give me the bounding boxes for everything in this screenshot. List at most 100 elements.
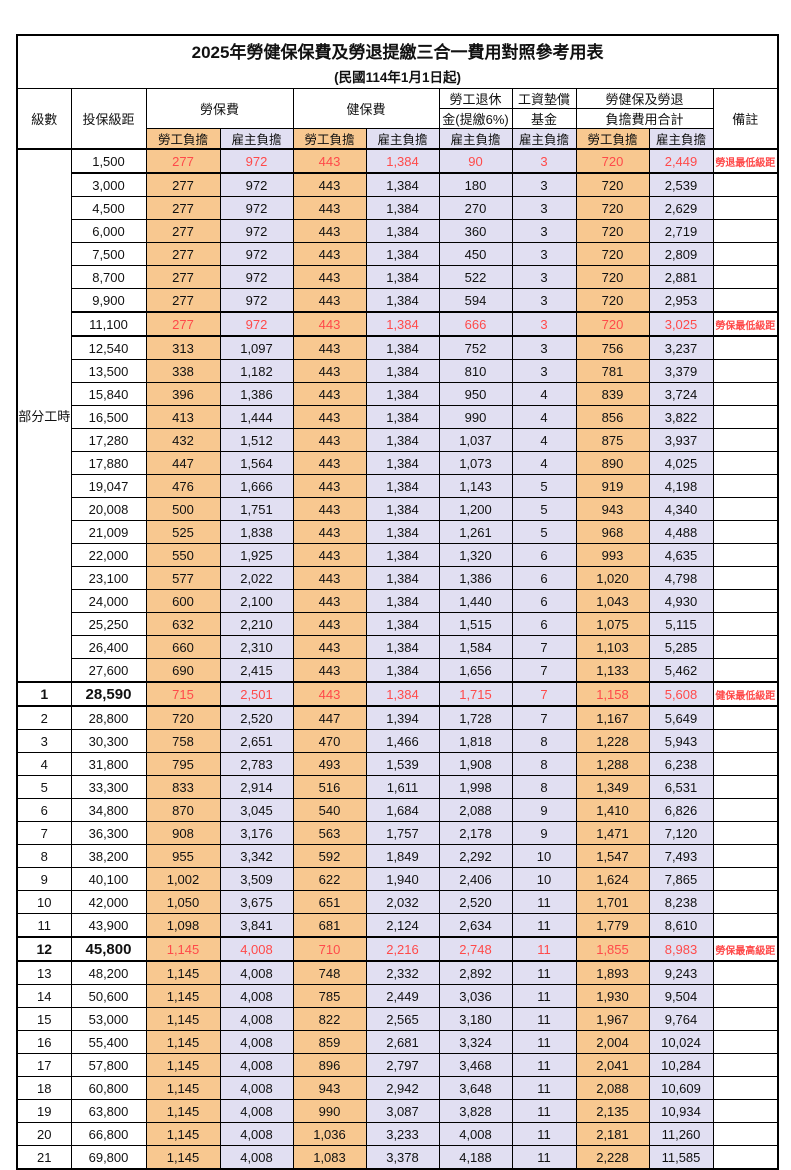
value-cell: 3,025: [648, 311, 714, 337]
value-cell: 720: [575, 172, 650, 197]
value-cell: 3,724: [648, 382, 714, 406]
value-cell: 443: [292, 196, 367, 220]
table-row: 19,047 476 1,666 443 1,384 1,143 5 919 4,198: [17, 474, 779, 498]
note-cell: [712, 335, 779, 360]
note-cell: [712, 729, 779, 753]
value-cell: 972: [219, 265, 294, 289]
value-cell: 660: [145, 635, 221, 659]
value-cell: 4,008: [219, 1122, 294, 1146]
value-cell: 10: [511, 867, 577, 891]
bracket-cell: 27,600: [70, 658, 147, 683]
value-cell: 1,564: [219, 451, 294, 475]
note-cell: [712, 705, 779, 730]
value-cell: 2,942: [365, 1076, 440, 1100]
table-row: 19 63,800 1,145 4,008 990 3,087 3,828 11 2,135 10…: [16, 1099, 779, 1123]
table-row: 14 50,600 1,145 4,008 785 2,449 3,036 11 1,930 9,…: [16, 984, 779, 1008]
value-cell: 516: [292, 775, 367, 799]
level-cell: 14: [16, 984, 72, 1008]
value-cell: 1,940: [365, 867, 440, 891]
value-cell: 4: [511, 382, 577, 406]
subheader-labor-employer: 雇主負擔: [219, 128, 294, 150]
value-cell: 1,050: [145, 890, 221, 914]
value-cell: 2,629: [648, 196, 714, 220]
value-cell: 443: [292, 520, 367, 544]
value-cell: 2,181: [575, 1122, 650, 1146]
value-cell: 10,284: [648, 1053, 714, 1077]
bracket-cell: 55,400: [70, 1030, 147, 1054]
table-row: 15 53,000 1,145 4,008 822 2,565 3,180 11 1,967 9,…: [16, 1007, 779, 1031]
value-cell: 3,045: [219, 798, 294, 822]
note-cell: [712, 913, 779, 938]
value-cell: 1,384: [365, 172, 440, 197]
level-cell: 20: [16, 1122, 72, 1146]
value-cell: 2,651: [219, 729, 294, 753]
value-cell: 10: [511, 844, 577, 868]
level-cell: 3: [16, 729, 72, 753]
value-cell: 1,384: [365, 196, 440, 220]
table-row: 16 55,400 1,145 4,008 859 2,681 3,324 11 2,004 10…: [16, 1030, 779, 1054]
value-cell: 443: [292, 658, 367, 683]
col-header-total-line1: 勞健保及勞退: [575, 88, 714, 109]
value-cell: 1,779: [575, 913, 650, 938]
value-cell: 943: [292, 1076, 367, 1100]
bracket-cell: 21,009: [70, 520, 147, 544]
col-header-wage-fund-line2: 基金: [511, 108, 577, 129]
value-cell: 443: [292, 242, 367, 266]
value-cell: 5: [511, 520, 577, 544]
level-cell: 11: [16, 913, 72, 938]
note-cell: [712, 635, 779, 659]
level-cell: 4: [16, 752, 72, 776]
table-row: 部分工時 1,500 277 972 443 1,384 90 3 720 2,449 勞退最低級距: [16, 148, 779, 683]
value-cell: 8,238: [648, 890, 714, 914]
value-cell: 3,509: [219, 867, 294, 891]
table-row: 23,100 577 2,022 443 1,384 1,386 6 1,020 4,798: [17, 566, 779, 590]
header-row-3: 勞工負擔 雇主負擔 勞工負擔 雇主負擔 雇主負擔 雇主負擔 勞工負擔 雇主負擔: [17, 128, 778, 150]
value-cell: 5,285: [648, 635, 714, 659]
note-cell: [712, 1007, 779, 1031]
value-cell: 277: [145, 196, 221, 220]
value-cell: 1,083: [292, 1145, 367, 1170]
value-cell: 1,624: [575, 867, 650, 891]
value-cell: 993: [575, 543, 650, 567]
value-cell: 9,764: [648, 1007, 714, 1031]
value-cell: 4,008: [219, 1099, 294, 1123]
value-cell: 1,384: [365, 311, 440, 337]
value-cell: 11: [511, 984, 577, 1008]
value-cell: 1,036: [292, 1122, 367, 1146]
bracket-cell: 28,800: [70, 705, 147, 730]
bracket-cell: 34,800: [70, 798, 147, 822]
table-row: 12 45,800 1,145 4,008 710 2,216 2,748 11 1,855 8,…: [16, 936, 779, 962]
value-cell: 11: [511, 960, 577, 985]
value-cell: 10,934: [648, 1099, 714, 1123]
value-cell: 3,648: [438, 1076, 513, 1100]
value-cell: 4,198: [648, 474, 714, 498]
value-cell: 1,394: [365, 705, 440, 730]
level-cell: 2: [16, 705, 72, 730]
note-cell: [712, 219, 779, 243]
value-cell: 338: [145, 359, 221, 383]
value-cell: 2,178: [438, 821, 513, 845]
value-cell: 1,701: [575, 890, 650, 914]
value-cell: 1,386: [438, 566, 513, 590]
value-cell: 1,145: [145, 1145, 221, 1170]
value-cell: 1,384: [365, 288, 440, 313]
value-cell: 710: [292, 936, 367, 962]
value-cell: 443: [292, 359, 367, 383]
bracket-cell: 63,800: [70, 1099, 147, 1123]
level-cell: 8: [16, 844, 72, 868]
value-cell: 1,384: [365, 681, 440, 707]
value-cell: 11: [511, 1122, 577, 1146]
value-cell: 11: [511, 1145, 577, 1170]
value-cell: 1,471: [575, 821, 650, 845]
value-cell: 1,145: [145, 1053, 221, 1077]
value-cell: 1,075: [575, 612, 650, 636]
value-cell: 11: [511, 1030, 577, 1054]
note-cell: [712, 844, 779, 868]
table-row: 3,000 277 972 443 1,384 180 3 720 2,539: [17, 172, 779, 197]
bracket-cell: 43,900: [70, 913, 147, 938]
value-cell: 1,547: [575, 844, 650, 868]
col-header-labor-insurance: 勞保費: [145, 88, 294, 129]
value-cell: 277: [145, 265, 221, 289]
bracket-cell: 53,000: [70, 1007, 147, 1031]
table-row: 17 57,800 1,145 4,008 896 2,797 3,468 11 2,041 10…: [16, 1053, 779, 1077]
